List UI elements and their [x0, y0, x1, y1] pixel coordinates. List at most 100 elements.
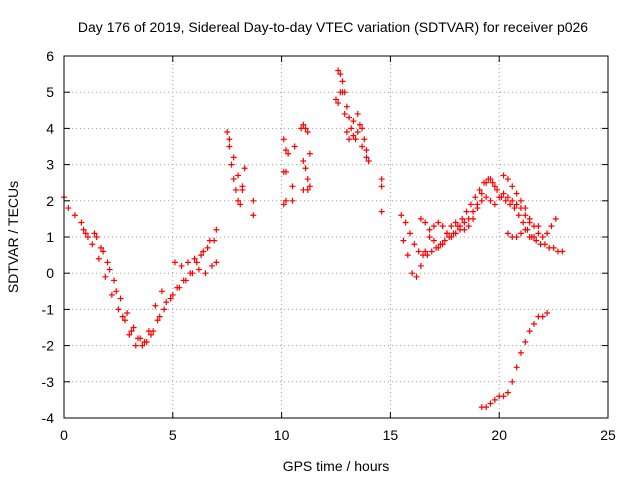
series-arc-5 [335, 67, 372, 164]
data-point [171, 259, 178, 266]
data-point [378, 176, 385, 183]
x-tick-label: 20 [491, 427, 507, 443]
series-arc-2 [224, 129, 248, 208]
data-point [289, 183, 296, 190]
data-point [515, 212, 522, 219]
y-tick-label: 3 [46, 157, 54, 173]
data-point [531, 234, 538, 240]
data-point [430, 223, 437, 230]
data-point [461, 226, 468, 233]
data-point [343, 103, 350, 110]
data-point [491, 183, 498, 190]
data-point [463, 208, 470, 215]
data-point [513, 364, 520, 371]
data-point [235, 172, 242, 179]
data-point [474, 205, 481, 212]
data-point [119, 313, 126, 320]
data-point [415, 248, 422, 255]
data-point [156, 313, 163, 320]
data-point [104, 259, 111, 266]
data-point [550, 244, 557, 251]
y-tick-label: 6 [46, 48, 54, 64]
series-arc-1a [61, 194, 220, 345]
data-point [306, 183, 313, 190]
data-point [363, 154, 370, 161]
y-tick-label: 2 [46, 193, 54, 209]
data-point [235, 197, 242, 204]
data-point [541, 241, 548, 248]
data-point [169, 291, 176, 298]
data-point [91, 230, 98, 237]
data-point [346, 114, 353, 121]
data-point [306, 150, 313, 157]
data-point [411, 241, 418, 248]
data-point [513, 234, 520, 240]
data-point [100, 248, 107, 255]
data-point [513, 201, 520, 208]
data-point [491, 396, 498, 403]
data-point [378, 183, 385, 190]
data-point [145, 328, 152, 335]
x-tick-label: 5 [169, 427, 177, 443]
series-arc-1d [171, 237, 218, 269]
data-point [304, 176, 311, 183]
y-tick-label: -1 [42, 301, 55, 317]
data-point [137, 335, 144, 342]
data-point [504, 389, 511, 396]
data-point [356, 121, 363, 128]
data-point [406, 230, 413, 237]
data-point [457, 223, 464, 230]
data-point [443, 230, 450, 237]
data-point [483, 404, 490, 411]
data-point [178, 262, 185, 269]
data-point [439, 241, 446, 248]
chart-title: Day 176 of 2019, Sidereal Day-to-day VTE… [78, 19, 588, 35]
data-point [250, 197, 257, 204]
data-point [226, 143, 233, 150]
data-point [102, 273, 109, 280]
data-point [289, 197, 296, 204]
data-point [228, 161, 235, 168]
data-point [435, 219, 442, 226]
data-point [400, 237, 407, 244]
data-point [539, 313, 546, 320]
data-point [417, 262, 424, 269]
series-arc-1c [93, 234, 165, 349]
data-point [108, 291, 115, 298]
data-point [239, 183, 246, 190]
data-point [428, 248, 435, 255]
data-point [65, 205, 72, 212]
data-point [465, 223, 472, 230]
data-point [352, 136, 359, 143]
data-point [211, 237, 218, 244]
data-point [191, 255, 198, 262]
data-point [78, 219, 85, 226]
y-tick-label: 1 [46, 229, 54, 245]
data-point [559, 248, 566, 255]
data-point [224, 129, 231, 136]
data-point [302, 165, 309, 172]
data-point [106, 266, 113, 273]
data-point [176, 284, 183, 291]
data-point [359, 143, 366, 150]
axis-ticks: 0 5 10 15 20 25 -4 -3 -2 -1 0 1 2 3 4 5 6 [42, 48, 616, 443]
data-point [350, 132, 357, 139]
data-point [282, 147, 289, 154]
data-point [531, 320, 538, 327]
data-point [280, 201, 287, 208]
data-point [509, 183, 516, 190]
data-point [439, 223, 446, 230]
data-point [282, 197, 289, 204]
data-point [80, 226, 87, 233]
data-point [470, 215, 477, 222]
data-point [522, 338, 529, 345]
data-point [195, 266, 202, 273]
x-axis-label: GPS time / hours [283, 458, 390, 474]
data-point [378, 208, 385, 215]
data-point [413, 273, 420, 280]
series-arc-7b [400, 190, 533, 280]
data-point [113, 288, 120, 295]
data-point [459, 215, 466, 222]
data-point [121, 317, 128, 324]
data-point [337, 71, 344, 78]
